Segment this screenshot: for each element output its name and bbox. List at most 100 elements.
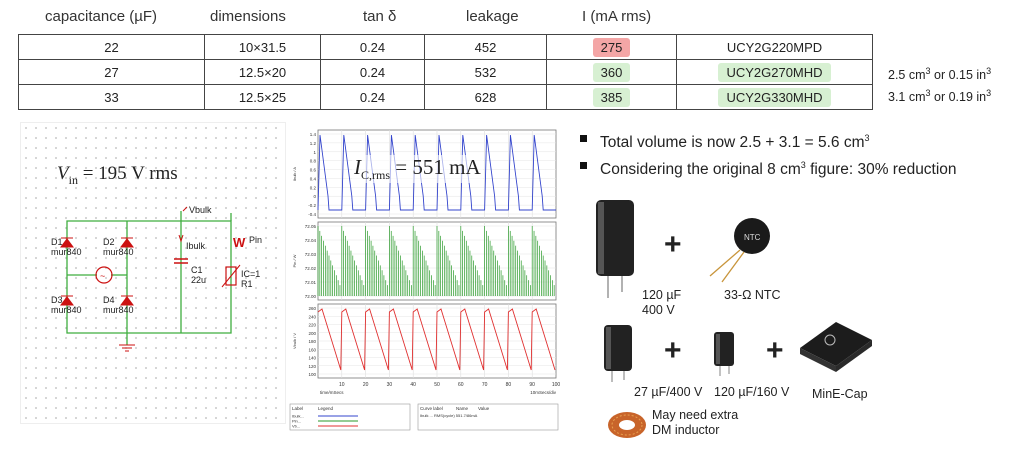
wattmeter-label: W: [233, 235, 246, 250]
cell-irms: 360: [546, 59, 677, 85]
y-tick-label: 0.2: [310, 185, 317, 190]
x-tick-label: 90: [529, 382, 535, 388]
x-tick-label: 60: [458, 382, 464, 388]
cell-cap: 27: [18, 59, 205, 85]
bullet-total-volume: Total volume is now 2.5 + 3.1 = 5.6 cm3: [578, 127, 957, 154]
y-tick-label: 1: [313, 150, 316, 155]
c1-label: C1 22u: [191, 265, 207, 285]
y-tick-label: 240: [308, 314, 316, 319]
y-tick-label: 220: [308, 323, 316, 328]
capacitor-27uf-icon: [604, 325, 632, 382]
ntc-body-text: NTC: [744, 233, 761, 242]
y-tick-label: 160: [308, 347, 316, 352]
legend-item-label: Ibulk...: [292, 414, 304, 419]
x-tick-label: 80: [506, 382, 512, 388]
capacitor-table: 22 10×31.5 0.24 452 275 UCY2G220MPD 27 1…: [18, 34, 873, 110]
svg-text:~: ~: [100, 271, 105, 281]
y-tick-label: 72.03: [305, 252, 317, 257]
y-tick-label: 0.8: [310, 159, 317, 164]
pin-label: Pin: [249, 235, 263, 245]
ntc-marking: [606, 225, 628, 265]
header-irms: I (mA rms): [582, 8, 652, 25]
inductor-note: May need extra DM inductor: [652, 408, 739, 437]
table-row: 22 10×31.5 0.24 452 275 UCY2G220MPD: [18, 34, 873, 60]
x-tick-label: 40: [410, 382, 416, 388]
x-tick-label: 70: [482, 382, 488, 388]
x-axis-label: time/mSecs: [320, 390, 344, 395]
irms-badge-green: 360: [592, 62, 631, 82]
y-tick-label: 180: [308, 339, 316, 344]
volume-note-33: 3.1 cm3 or 0.19 in3: [888, 88, 992, 105]
legend-header-legend: Legend: [318, 406, 334, 411]
cell-dim: 12.5×25: [204, 84, 321, 110]
curve-name-header: Name: [456, 406, 469, 411]
cap27-label: 27 µF/400 V: [634, 385, 703, 399]
d1-label: D1 mur840: [51, 237, 82, 257]
cell-cap: 33: [18, 84, 205, 110]
cell-tan: 0.24: [320, 34, 425, 60]
ibulk-label: Ibulk: [186, 241, 206, 251]
ntc-label: 33-Ω NTC: [724, 288, 781, 302]
y-tick-label: 120: [308, 364, 316, 369]
y-tick-label: -0.4: [308, 212, 316, 217]
cell-leak: 628: [424, 84, 547, 110]
legend-header-label: Label: [292, 406, 303, 411]
x-tick-label: 100: [552, 382, 561, 388]
x-tick-label: 10: [339, 382, 345, 388]
plus-sign: +: [766, 334, 784, 367]
vbulk-label: Vbulk: [189, 205, 212, 215]
bullet-reduction: Considering the original 8 cm3 figure: 3…: [578, 154, 957, 181]
legend-item-label: Vb...: [292, 424, 300, 429]
cell-tan: 0.24: [320, 59, 425, 85]
y-tick-label: 72.00: [305, 294, 317, 299]
cap120lv-label: 120 µF/160 V: [714, 385, 790, 399]
y-axis-label: Pin / W: [292, 254, 297, 267]
legend-item-label: Pin...: [292, 419, 301, 424]
x-scale-label: 10mSecs/div: [530, 390, 557, 395]
x-tick-label: 30: [387, 382, 393, 388]
schematic-drawing: ~: [60, 206, 241, 352]
part-number: UCY2G270MHD: [718, 62, 831, 82]
d3-label: D3 mur840: [51, 295, 82, 315]
volume-note-27: 2.5 cm3 or 0.15 in3: [888, 66, 992, 83]
y-tick-label: 0.4: [310, 176, 317, 181]
cell-leak: 532: [424, 59, 547, 85]
cell-part: UCY2G270MHD: [676, 59, 873, 85]
y-axis-label: Vbulk / V: [292, 333, 297, 349]
y-tick-label: 1.4: [310, 132, 317, 137]
y-tick-label: 0: [313, 194, 316, 199]
table-row: 27 12.5×20 0.24 532 360 UCY2G270MHD: [18, 59, 873, 85]
y-tick-label: 100: [308, 372, 316, 377]
y-axis-label: Ibulk / A: [292, 167, 297, 182]
header-tan-delta: tan δ: [363, 8, 397, 25]
y-tick-label: 0.6: [310, 168, 317, 173]
ibulk-trace: [317, 134, 556, 211]
plus-sign: +: [664, 334, 682, 367]
minecap-chip-icon: [800, 322, 872, 372]
toroid-inductor-icon: [608, 412, 646, 438]
y-tick-label: 72.01: [305, 280, 317, 285]
d4-label: D4 mur840: [103, 295, 134, 315]
cell-dim: 12.5×20: [204, 59, 321, 85]
capacitor-120uf-160v-icon: [714, 332, 734, 376]
header-capacitance: capacitance (µF): [45, 8, 158, 25]
irms-badge-green: 385: [592, 87, 631, 107]
part-number: UCY2G220MPD: [726, 39, 823, 55]
cell-dim: 10×31.5: [204, 34, 321, 60]
r1-label: IC=1 R1: [241, 269, 261, 289]
cell-leak: 452: [424, 34, 547, 60]
curve-row: Ibulk ... RMS(cycle) 551.7/86mA: [420, 413, 478, 418]
measurement-box: [417, 403, 559, 431]
y-tick-label: 260: [308, 306, 316, 311]
cap120-label: 120 µF 400 V: [642, 288, 682, 317]
header-leakage: leakage: [466, 8, 519, 25]
irms-badge-red: 275: [592, 37, 631, 57]
circuit-schematic: Vin = 195 V rms ~: [20, 122, 286, 424]
part-number: UCY2G330MHD: [718, 87, 831, 107]
vbulk-trace: [317, 308, 556, 371]
x-tick-label: 20: [363, 382, 369, 388]
curve-label-header: Curve label: [420, 406, 443, 411]
bullet-list: Total volume is now 2.5 + 3.1 = 5.6 cm3 …: [578, 127, 957, 181]
vin-label: Vin = 195 V rms: [57, 163, 178, 187]
